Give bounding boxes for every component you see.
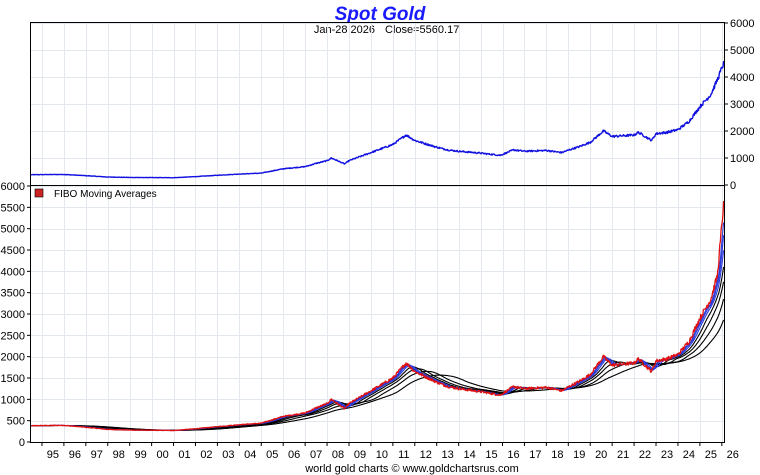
moving-average-line [30, 235, 725, 432]
x-tick-label: 03 [222, 449, 234, 461]
x-tick-label: 97 [91, 449, 103, 461]
bottom-y-tick-label: 0 [19, 437, 25, 449]
top-y-tick-label: 5000 [730, 45, 754, 57]
x-tick-label: 06 [288, 449, 300, 461]
moving-average-line [30, 319, 725, 431]
x-tick-label: 98 [113, 449, 125, 461]
x-tick-label: 12 [420, 449, 432, 461]
x-tick-label: 13 [442, 449, 454, 461]
x-tick-label: 96 [69, 449, 81, 461]
x-tick-label: 16 [507, 449, 519, 461]
bottom-y-axis: 0 500 1000 1500 2000 2500 3000 3500 4000 4500 5000… [1, 181, 31, 449]
bottom-y-tick-label: 5000 [1, 224, 25, 236]
top-y-tick-label: 2000 [730, 126, 754, 138]
top-y-tick-label: 6000 [730, 18, 754, 30]
moving-average-line [30, 250, 725, 432]
x-tick-label: 10 [376, 449, 388, 461]
x-tick-label: 99 [135, 449, 147, 461]
x-tick-label: 95 [47, 449, 59, 461]
date-label: Jan-28 2026 [314, 24, 375, 36]
bottom-y-tick-label: 1500 [1, 373, 25, 385]
x-tick-label: 11 [398, 449, 409, 461]
x-tick-label: 04 [244, 449, 256, 461]
x-tick-label: 07 [310, 449, 322, 461]
bottom-y-tick-label: 4500 [1, 245, 25, 257]
bottom-panel-grid [31, 186, 724, 443]
footer-credit: world gold charts © www.goldchartsrus.co… [304, 463, 519, 475]
x-tick-label: 08 [332, 449, 344, 461]
bottom-y-tick-label: 3000 [1, 309, 25, 321]
chart-title: Spot Gold [335, 4, 426, 25]
x-tick-label: 24 [683, 449, 695, 461]
x-tick-label: 21 [617, 449, 629, 461]
x-tick-label: 18 [551, 449, 563, 461]
x-tick-label: 17 [529, 449, 541, 461]
top-y-tick-label: 4000 [730, 72, 754, 84]
x-tick-label: 09 [354, 449, 366, 461]
bottom-y-tick-label: 2500 [1, 330, 25, 342]
close-label: Close=5560.17 [385, 24, 459, 36]
x-tick-label: 14 [463, 449, 475, 461]
top-panel-grid [31, 23, 724, 186]
bottom-y-tick-label: 2000 [1, 352, 25, 364]
x-tick-label: 23 [661, 449, 673, 461]
x-tick-label: 00 [156, 449, 168, 461]
price-line [30, 61, 725, 179]
top-y-tick-label: 1000 [730, 153, 754, 165]
bottom-y-tick-label: 500 [7, 416, 25, 428]
bottom-fibo-series [30, 200, 725, 432]
x-tick-label: 01 [178, 449, 190, 461]
top-price-series [30, 61, 725, 179]
x-tick-label: 25 [705, 449, 717, 461]
bottom-y-tick-label: 4000 [1, 266, 25, 278]
x-tick-label: 02 [200, 449, 212, 461]
bottom-y-tick-label: 6000 [1, 181, 25, 193]
bottom-y-tick-label: 3500 [1, 288, 25, 300]
bottom-y-tick-label: 1000 [1, 394, 25, 406]
price-line-red [30, 200, 725, 432]
x-tick-label: 22 [639, 449, 651, 461]
x-tick-label: 19 [573, 449, 585, 461]
bottom-y-tick-label: 5500 [1, 202, 25, 214]
top-y-axis: 0 1000 2000 3000 4000 5000 6000 [724, 18, 754, 192]
x-tick-label: 15 [485, 449, 497, 461]
top-y-tick-label: 3000 [730, 99, 754, 111]
x-tick-label: 26 [727, 449, 739, 461]
legend-label: FIBO Moving Averages [54, 189, 157, 200]
legend-marker [34, 188, 44, 198]
x-axis: 95 96 97 98 99 00 01 02 03 04 05 06 07 08 09 10 11 12 13 14… [41, 442, 739, 461]
moving-average-line [30, 266, 725, 431]
top-y-tick-label: 0 [730, 180, 736, 192]
x-tick-label: 20 [595, 449, 607, 461]
x-tick-label: 05 [266, 449, 278, 461]
moving-average-line [30, 281, 725, 431]
